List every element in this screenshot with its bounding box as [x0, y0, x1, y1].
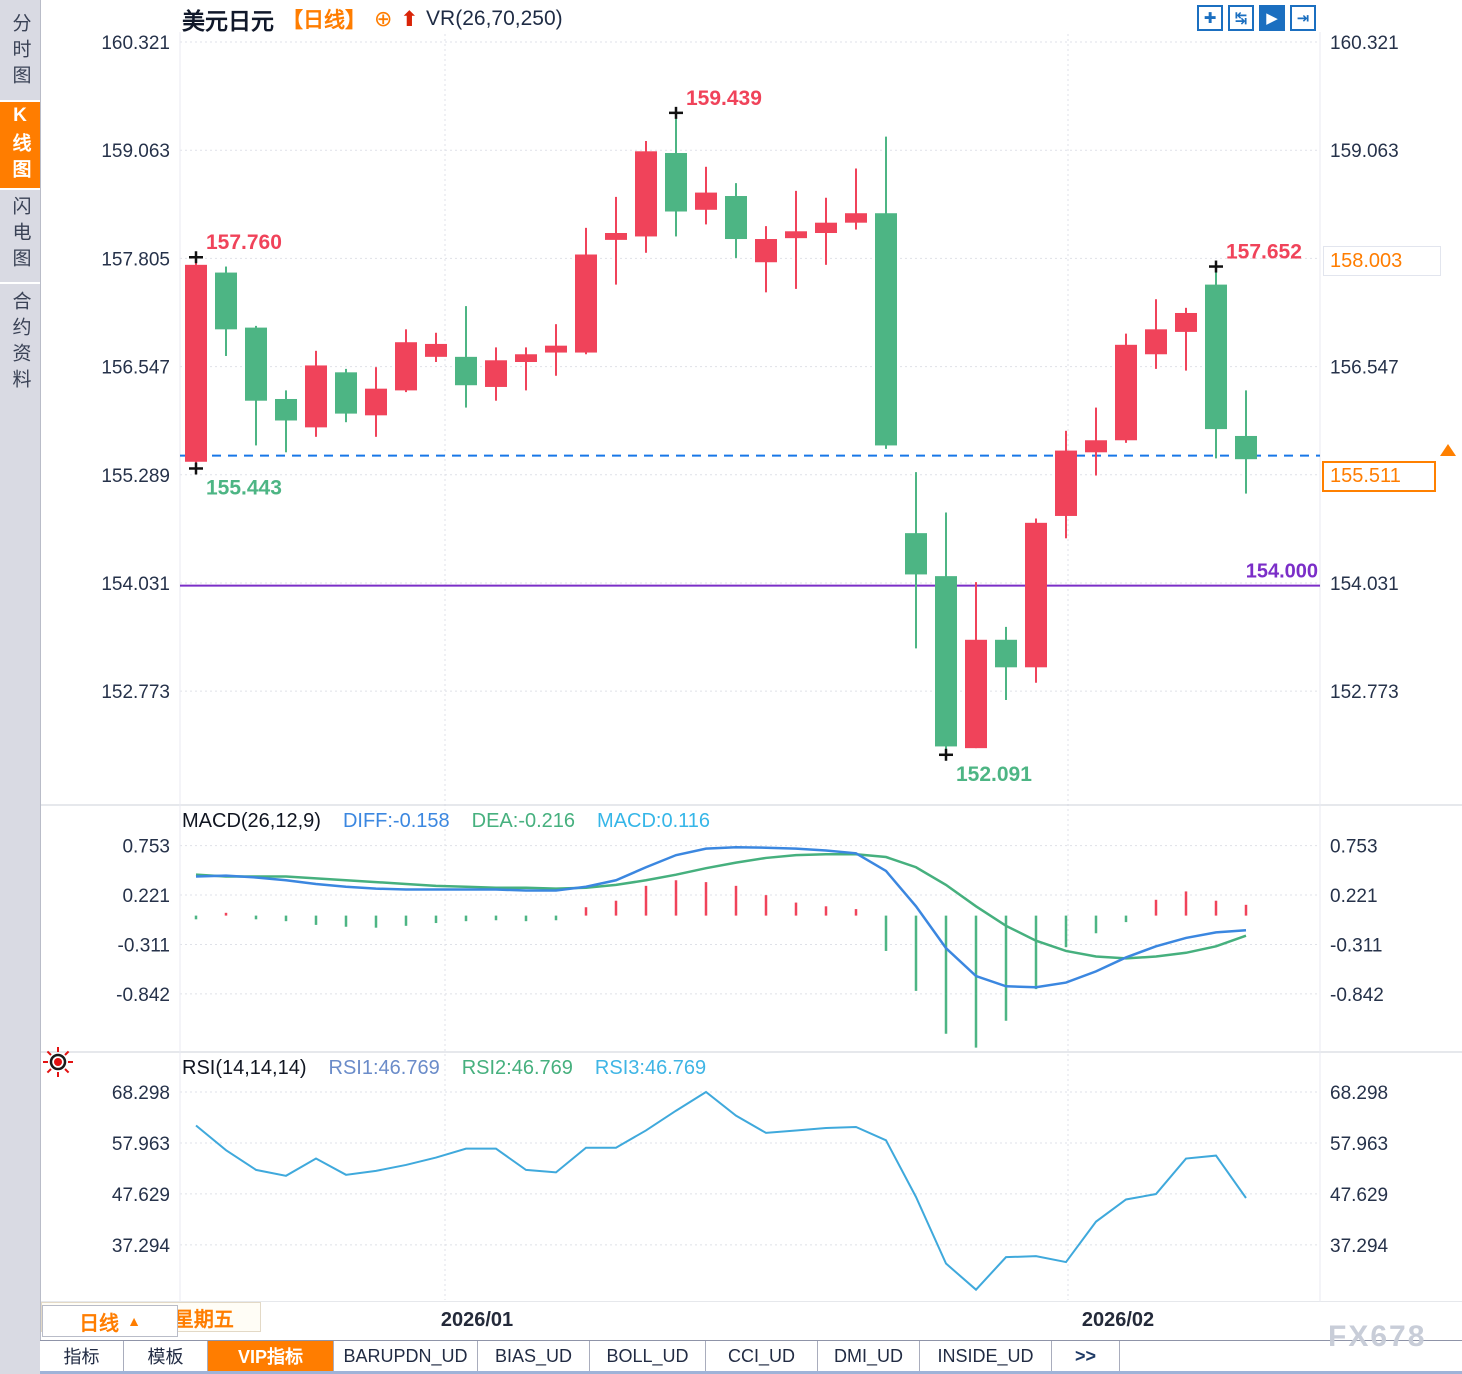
svg-text:156.547: 156.547	[1330, 358, 1399, 379]
rsi-title: RSI(14,14,14)	[182, 1057, 307, 1079]
price-up-arrow-icon	[1440, 444, 1456, 456]
macd-diff-value: DIFF:-0.158	[342, 810, 450, 832]
svg-text:159.063: 159.063	[1330, 141, 1399, 162]
rsi2-value: RSI2:46.769	[461, 1057, 573, 1079]
symbol-name: 美元日元	[182, 8, 274, 34]
svg-text:47.629: 47.629	[1330, 1185, 1388, 1206]
rsi3-value: RSI3:46.769	[594, 1057, 707, 1079]
svg-text:57.963: 57.963	[112, 1134, 170, 1155]
sidebar-item-contract-info[interactable]: 合约资料	[0, 282, 40, 402]
indicator-tab-3[interactable]: BARUPDN_UD	[334, 1341, 478, 1371]
period-selector-label: 日线	[79, 1312, 120, 1335]
indicator-tab-bar: 指标 模板 VIP指标 BARUPDN_UD BIAS_UD BOLL_UD CCI_UD D…	[40, 1340, 1462, 1374]
rsi1-value: RSI1:46.769	[328, 1057, 440, 1079]
svg-text:-0.842: -0.842	[116, 985, 170, 1006]
chart-header: 美元日元 【日线】 ⊕ ⬆ VR(26,70,250)	[182, 4, 563, 34]
pan-right-icon[interactable]: ⇥	[1290, 5, 1316, 31]
svg-text:-0.311: -0.311	[118, 936, 170, 957]
x-axis-label-month2: 2026/02	[1081, 1309, 1155, 1331]
svg-text:152.773: 152.773	[1330, 682, 1399, 703]
svg-text:156.547: 156.547	[101, 358, 170, 379]
svg-text:0.221: 0.221	[1330, 886, 1378, 907]
sidebar-item-kline-chart[interactable]: K线图	[0, 100, 40, 188]
sidebar-item-time-chart[interactable]: 分时图	[9, 13, 31, 91]
macd-dea-value: DEA:-0.216	[471, 810, 576, 832]
x-axis-label-month1: 2026/01	[440, 1309, 514, 1331]
svg-text:0.753: 0.753	[1330, 837, 1378, 858]
svg-text:160.321: 160.321	[101, 33, 170, 54]
x-axis-row: 日线 ▲ 2026/01 2026/02 2026/01/23 星期五	[41, 1302, 1462, 1340]
svg-text:154.031: 154.031	[1330, 574, 1399, 595]
move-cross-icon[interactable]: ✚	[1197, 5, 1223, 31]
svg-text:155.289: 155.289	[101, 466, 170, 487]
fit-y-axis-icon[interactable]: ▶	[1259, 5, 1285, 31]
macd-header: MACD(26,12,9) DIFF:-0.158 DEA:-0.216 MAC…	[182, 810, 710, 833]
svg-text:-0.842: -0.842	[1330, 985, 1384, 1006]
svg-text:152.091: 152.091	[956, 763, 1032, 786]
indicator-tab-8[interactable]: INSIDE_UD	[920, 1341, 1052, 1371]
overlay-indicator-label: VR(26,70,250)	[426, 7, 563, 30]
triangle-up-icon: ▲	[127, 1313, 141, 1329]
sidebar-item-flash-chart[interactable]: 闪电图	[0, 188, 40, 280]
fit-x-axis-icon[interactable]: ↹	[1228, 5, 1254, 31]
indicator-tab-5[interactable]: BOLL_UD	[590, 1341, 706, 1371]
svg-text:157.652: 157.652	[1226, 241, 1302, 264]
svg-text:159.439: 159.439	[686, 87, 762, 110]
rsi-header: RSI(14,14,14) RSI1:46.769 RSI2:46.769 RS…	[182, 1057, 706, 1080]
svg-text:154.031: 154.031	[101, 574, 170, 595]
svg-text:0.221: 0.221	[122, 886, 170, 907]
chart-toolbar: ✚ ↹ ▶ ⇥	[1197, 5, 1316, 31]
live-indicator-icon	[43, 1047, 73, 1077]
svg-text:68.298: 68.298	[112, 1083, 170, 1104]
svg-text:155.443: 155.443	[206, 476, 282, 499]
svg-text:37.294: 37.294	[112, 1236, 171, 1257]
svg-text:37.294: 37.294	[1330, 1236, 1389, 1257]
indicator-tab-0[interactable]: 指标	[40, 1341, 124, 1371]
svg-text:160.321: 160.321	[1330, 33, 1399, 54]
svg-text:57.963: 57.963	[1330, 1134, 1388, 1155]
period-tag: 【日线】	[282, 9, 366, 32]
svg-text:0.753: 0.753	[122, 837, 170, 858]
buy-signal-arrow-icon: ⬆	[400, 7, 419, 31]
last-price-marker: 155.511	[1322, 461, 1436, 492]
indicator-tab-7[interactable]: DMI_UD	[818, 1341, 920, 1371]
macd-hist-value: MACD:0.116	[597, 810, 711, 832]
indicator-tab-9[interactable]: >>	[1052, 1341, 1120, 1371]
macd-title: MACD(26,12,9)	[182, 810, 321, 832]
svg-text:152.773: 152.773	[101, 682, 170, 703]
indicator-tab-4[interactable]: BIAS_UD	[478, 1341, 590, 1371]
price-marker-upper: 158.003	[1323, 246, 1441, 276]
sidebar: 分时图 K线图 闪电图 合约资料	[0, 0, 41, 1374]
compare-plus-icon[interactable]: ⊕	[374, 6, 393, 31]
svg-text:47.629: 47.629	[112, 1185, 170, 1206]
indicator-tab-6[interactable]: CCI_UD	[706, 1341, 818, 1371]
svg-text:157.760: 157.760	[206, 231, 282, 254]
svg-text:159.063: 159.063	[101, 141, 170, 162]
svg-text:68.298: 68.298	[1330, 1083, 1388, 1104]
indicator-tab-1[interactable]: 模板	[124, 1341, 208, 1371]
period-selector-button[interactable]: 日线 ▲	[42, 1305, 178, 1337]
svg-text:154.000: 154.000	[1246, 561, 1318, 583]
svg-text:157.805: 157.805	[101, 249, 170, 270]
svg-text:-0.311: -0.311	[1330, 936, 1382, 957]
indicator-tab-2[interactable]: VIP指标	[208, 1341, 334, 1371]
watermark: FX678	[1328, 1320, 1427, 1353]
